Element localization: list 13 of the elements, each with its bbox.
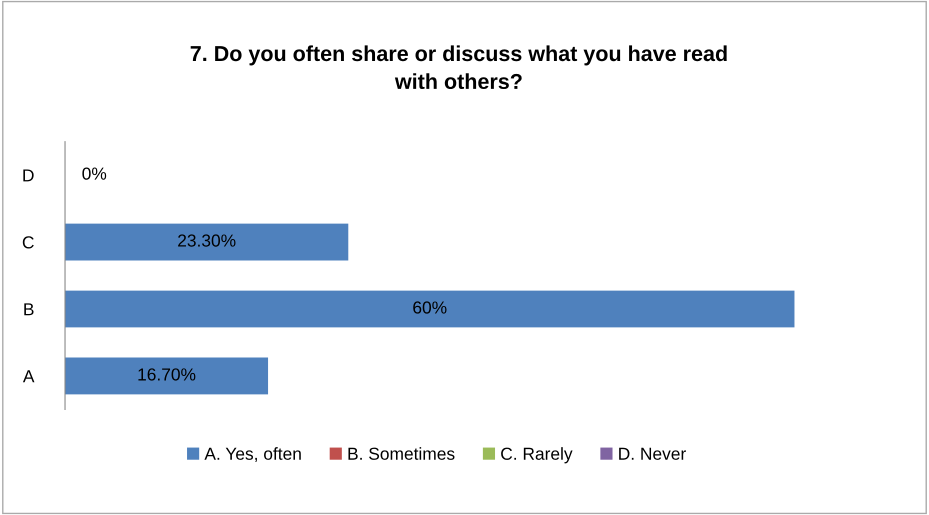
chart-title: 7. Do you often share or discuss what you have read with others? — [190, 45, 727, 90]
data-label: 23.30% — [178, 234, 236, 247]
legend-label: D. Never — [619, 448, 686, 460]
legend-label: C. Rarely — [501, 447, 573, 464]
y-tick-label: D — [23, 169, 34, 182]
data-label: 16.70% — [138, 368, 196, 381]
legend-label: B. Sometimes — [348, 447, 454, 460]
data-label: 60% — [413, 301, 447, 314]
y-tick-label: B — [24, 303, 34, 316]
legend-label: A. Yes, often — [204, 447, 301, 462]
y-tick-label: A — [22, 370, 34, 382]
y-tick-label: C — [22, 236, 34, 249]
data-label: 0% — [82, 167, 106, 180]
